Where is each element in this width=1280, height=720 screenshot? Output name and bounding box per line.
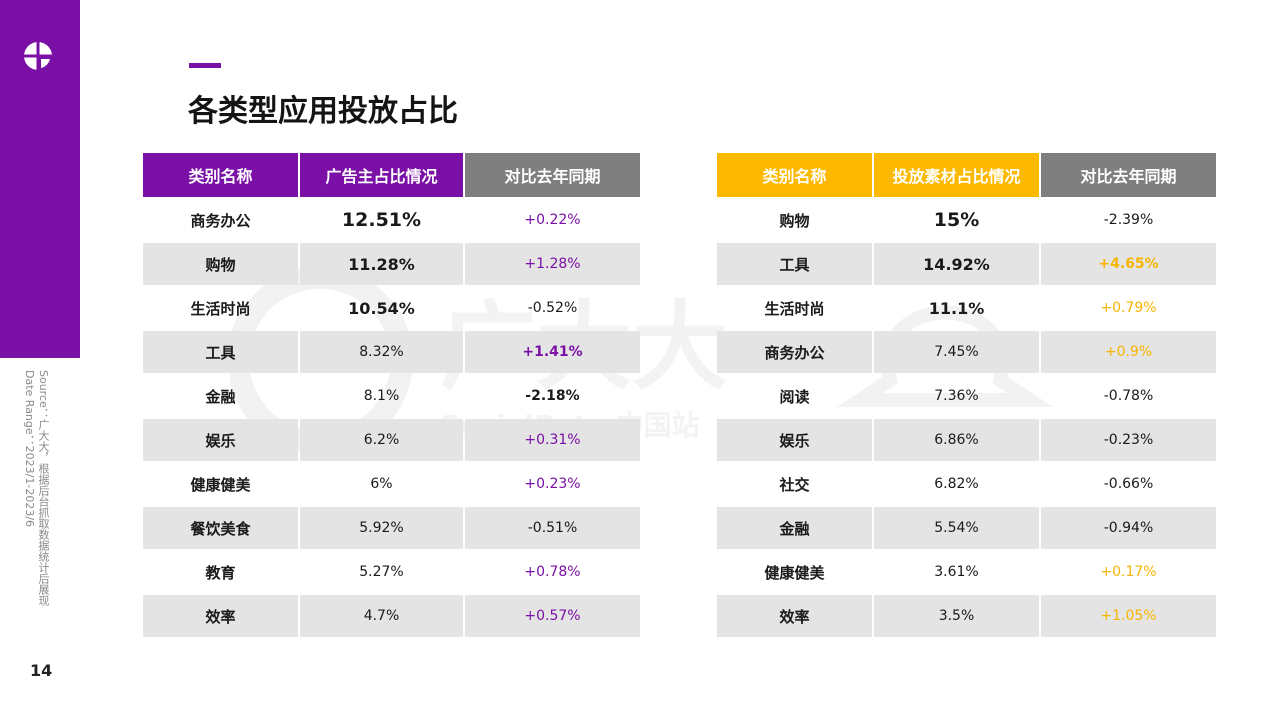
yoy-cell: +1.28% [465, 243, 640, 285]
category-cell: 金融 [717, 507, 872, 549]
yoy-cell: -0.66% [1103, 476, 1154, 492]
page-number: 14 [30, 661, 53, 680]
yoy-cell: +4.65% [1041, 243, 1216, 285]
table-row: 生活时尚 11.1% +0.79% [717, 287, 1216, 329]
category-cell: 阅读 [779, 387, 810, 406]
yoy-cell: -2.39% [1103, 212, 1154, 228]
col-header-category: 类别名称 [717, 153, 872, 197]
yoy-cell: -0.52% [527, 300, 578, 316]
brand-sidebar [0, 0, 80, 358]
share-cell: 8.1% [363, 388, 400, 404]
category-cell: 购物 [143, 243, 298, 285]
table-row: 商务办公 7.45% +0.9% [717, 331, 1216, 373]
share-cell: 10.54% [348, 298, 415, 318]
category-cell: 生活时尚 [764, 299, 825, 318]
brand-logo-icon [24, 42, 52, 70]
category-cell: 效率 [143, 595, 298, 637]
category-cell: 健康健美 [764, 563, 825, 582]
share-cell: 5.92% [300, 507, 463, 549]
col-header-share: 投放素材占比情况 [874, 153, 1039, 197]
table-row: 工具 8.32% +1.41% [143, 331, 640, 373]
yoy-cell: +0.31% [465, 419, 640, 461]
share-cell: 8.32% [300, 331, 463, 373]
category-cell: 教育 [205, 563, 236, 582]
table-row: 健康健美 3.61% +0.17% [717, 551, 1216, 593]
source-note: Source：广大大，根据后台抓取数据统计后展现 Date Range：2023… [22, 370, 50, 606]
share-cell: 7.45% [874, 331, 1039, 373]
category-cell: 金融 [205, 387, 236, 406]
share-cell: 11.1% [928, 298, 985, 318]
yoy-cell: -0.78% [1103, 388, 1154, 404]
category-cell: 工具 [143, 331, 298, 373]
yoy-cell: -0.23% [1041, 419, 1216, 461]
table-row: 餐饮美食 5.92% -0.51% [143, 507, 640, 549]
category-cell: 工具 [717, 243, 872, 285]
yoy-cell: +0.78% [524, 564, 581, 580]
yoy-cell: +0.23% [524, 476, 581, 492]
category-cell: 效率 [717, 595, 872, 637]
yoy-cell: +0.22% [524, 212, 581, 228]
category-cell: 购物 [779, 211, 810, 230]
table-row: 效率 3.5% +1.05% [717, 595, 1216, 637]
date-range-line: Date Range：2023/1-2023/6 [23, 370, 36, 528]
table-row: 社交 6.82% -0.66% [717, 463, 1216, 505]
table-row: 金融 5.54% -0.94% [717, 507, 1216, 549]
table-row: 购物 15% -2.39% [717, 199, 1216, 241]
share-cell: 3.61% [934, 564, 979, 580]
share-cell: 6% [370, 476, 393, 492]
yoy-cell: +0.57% [465, 595, 640, 637]
share-cell: 12.51% [341, 209, 422, 231]
advertiser-share-table: 类别名称 广告主占比情况 对比去年同期 商务办公 12.51% +0.22% 购… [141, 151, 642, 639]
share-cell: 6.86% [874, 419, 1039, 461]
share-cell: 7.36% [934, 388, 979, 404]
category-cell: 生活时尚 [190, 299, 251, 318]
table-row: 购物 11.28% +1.28% [143, 243, 640, 285]
share-cell: 3.5% [874, 595, 1039, 637]
page-title: 各类型应用投放占比 [188, 94, 458, 129]
yoy-cell: +1.41% [465, 331, 640, 373]
share-cell: 11.28% [300, 243, 463, 285]
table-row: 教育 5.27% +0.78% [143, 551, 640, 593]
share-cell: 15% [933, 209, 980, 231]
category-cell: 商务办公 [190, 211, 251, 230]
table-row: 健康健美 6% +0.23% [143, 463, 640, 505]
share-cell: 4.7% [300, 595, 463, 637]
share-cell: 6.2% [300, 419, 463, 461]
yoy-cell: +0.79% [1100, 300, 1157, 316]
table-row: 娱乐 6.2% +0.31% [143, 419, 640, 461]
yoy-cell: -0.51% [465, 507, 640, 549]
source-line: Source：广大大，根据后台抓取数据统计后展现 [37, 370, 50, 606]
share-cell: 14.92% [874, 243, 1039, 285]
yoy-cell: -0.94% [1041, 507, 1216, 549]
category-cell: 餐饮美食 [143, 507, 298, 549]
yoy-cell: +1.05% [1041, 595, 1216, 637]
yoy-cell: -2.18% [525, 388, 580, 404]
category-cell: 娱乐 [717, 419, 872, 461]
share-cell: 5.54% [874, 507, 1039, 549]
category-cell: 商务办公 [717, 331, 872, 373]
category-cell: 社交 [779, 475, 810, 494]
table-row: 生活时尚 10.54% -0.52% [143, 287, 640, 329]
share-cell: 5.27% [359, 564, 404, 580]
table-row: 效率 4.7% +0.57% [143, 595, 640, 637]
creative-share-table: 类别名称 投放素材占比情况 对比去年同期 购物 15% -2.39% 工具 14… [715, 151, 1218, 639]
col-header-category: 类别名称 [143, 153, 298, 197]
category-cell: 娱乐 [143, 419, 298, 461]
yoy-cell: +0.9% [1041, 331, 1216, 373]
title-accent-bar [189, 63, 221, 68]
table-row: 工具 14.92% +4.65% [717, 243, 1216, 285]
col-header-yoy: 对比去年同期 [465, 153, 640, 197]
col-header-yoy: 对比去年同期 [1041, 153, 1216, 197]
table-row: 商务办公 12.51% +0.22% [143, 199, 640, 241]
table-row: 娱乐 6.86% -0.23% [717, 419, 1216, 461]
col-header-share: 广告主占比情况 [300, 153, 463, 197]
table-row: 阅读 7.36% -0.78% [717, 375, 1216, 417]
share-cell: 6.82% [934, 476, 979, 492]
table-row: 金融 8.1% -2.18% [143, 375, 640, 417]
yoy-cell: +0.17% [1100, 564, 1157, 580]
category-cell: 健康健美 [190, 475, 251, 494]
